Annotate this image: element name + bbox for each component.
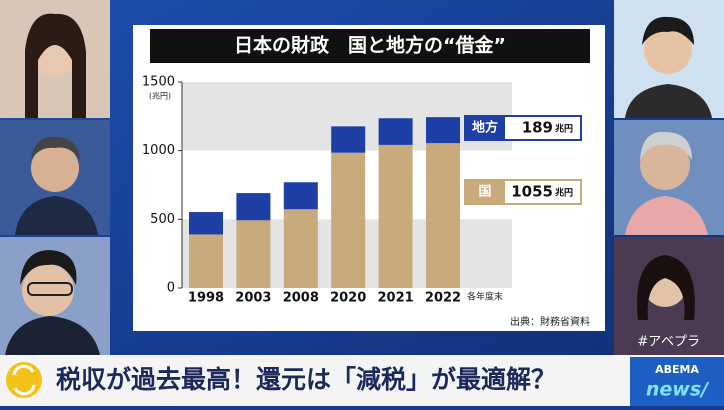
caption: 税収が過去最高！還元は「減税」が最適解？ [56,365,556,394]
x-label: 各年度末 [467,291,503,303]
x-tick-label: 2003 [235,291,271,306]
logo-top: ABEMA [655,363,699,376]
bar-segment [236,193,271,221]
legend-unit: 兆円 [555,123,573,135]
x-tick-label: 1998 [188,291,224,306]
bar-segment [189,212,223,235]
bar-segment [283,209,318,288]
logo-bottom: news/ [646,379,710,401]
legend-swatch [465,116,505,140]
bar-segment [189,234,223,288]
legend-unit: 兆円 [555,187,573,199]
legend-value: 1055 [511,183,553,201]
title-bar [150,29,590,63]
y-tick-label: 500 [150,212,175,227]
legend-value: 189 [522,119,553,137]
bar-segment [283,182,318,210]
plot: 0 500 1000 1500 1998 2003 2008 2020 2021 2022 国 105… [142,75,582,306]
x-tick-label: 2020 [330,291,366,306]
y-tick-label: 0 [167,281,175,296]
left-panelists [0,0,110,355]
x-tick-label: 2021 [378,291,414,306]
source: 出典：財務省資料 [510,315,590,328]
legend-swatch [465,180,505,204]
refresh-arrows [12,364,36,396]
bar-segment [426,117,460,144]
bar-segment [378,118,413,145]
x-tick-label: 2008 [283,291,319,306]
logo-box [630,357,724,406]
right-panelists: #アベプラ [614,0,724,355]
y-tick-label: 1000 [142,143,175,158]
chart-title: 日本の財政 国と地方の“借金” [234,34,506,57]
hashtag: #アベプラ [637,335,700,350]
x-tick-label: 2022 [425,291,461,306]
y-unit: (兆円) [149,91,171,101]
y-tick-label: 1500 [142,75,175,90]
bar-segment [236,220,271,288]
legend-name: 地方 [472,120,498,136]
bar-segment [331,152,366,288]
bar-segment [331,126,366,153]
bar-segment [378,144,413,288]
bar-segment [426,143,460,288]
legend-name: 国 [478,185,491,200]
caption-bar [0,355,724,406]
